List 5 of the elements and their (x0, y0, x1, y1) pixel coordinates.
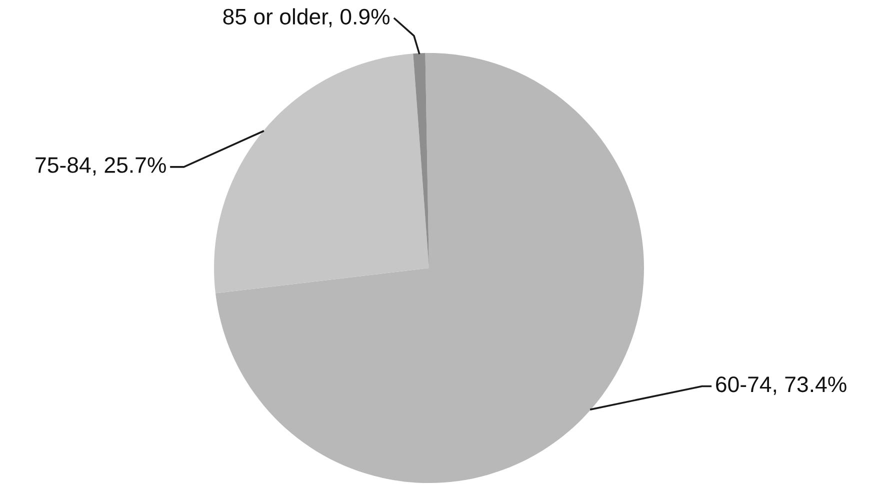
slice-label: 75-84, 25.7% (36, 157, 166, 176)
slice-label: 60-74, 73.4% (716, 376, 846, 395)
pie-slice (214, 54, 429, 294)
slice-label: 85 or older, 0.9% (223, 8, 390, 28)
pie-slice (215, 53, 644, 483)
